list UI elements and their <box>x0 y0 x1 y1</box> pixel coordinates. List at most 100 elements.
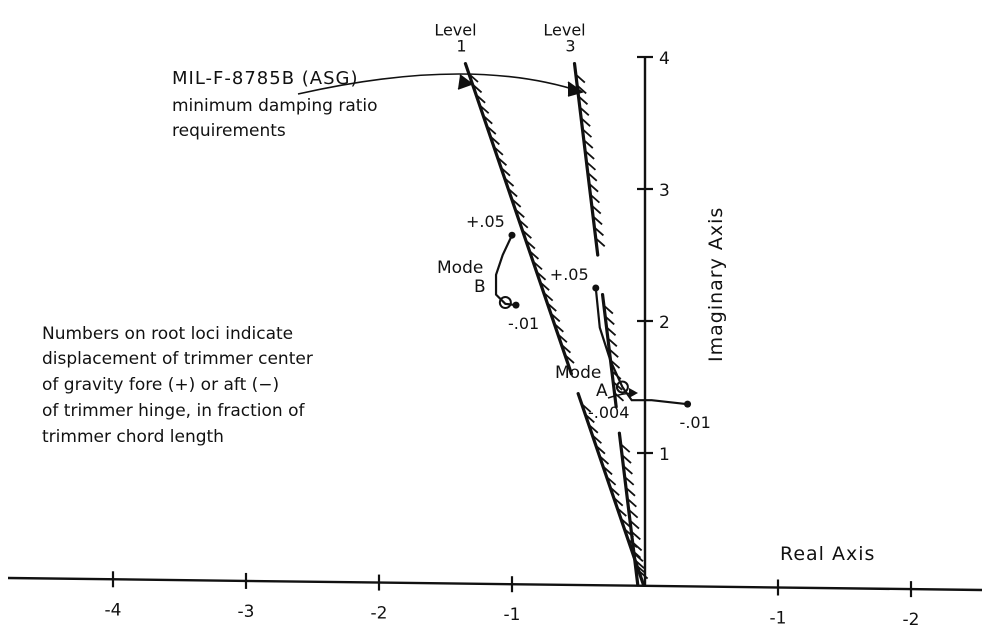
boundary-2-segment-0 <box>572 61 600 257</box>
locus-1-end-point <box>512 301 520 309</box>
boundary-hatch <box>606 476 617 486</box>
boundary-hatch <box>500 167 511 177</box>
locus-2-start-label: +.05 <box>550 265 589 284</box>
boundary-hatch <box>620 517 631 528</box>
boundary-hatch <box>603 304 614 315</box>
boundary-hatch <box>593 226 604 237</box>
locus-2-start-point <box>592 284 600 292</box>
locus-1-end-label: -.01 <box>508 314 539 333</box>
requirement-arrowhead-left <box>457 74 474 90</box>
boundary-hatch <box>564 354 575 364</box>
locus-2-end-label: -.01 <box>680 413 711 432</box>
boundary-hatch <box>579 106 590 116</box>
boundary-hatch <box>503 177 515 187</box>
boundary-hatch <box>630 530 641 541</box>
annotation-line-4: of trimmer hinge, in fraction of <box>42 401 305 421</box>
requirement-label-line-1: MIL-F-8785B (ASG) <box>172 68 359 89</box>
boundary-hatch <box>507 187 518 198</box>
boundary-hatch <box>560 343 572 354</box>
mode-b-label-line-2: B <box>474 277 486 297</box>
boundary-hatch <box>595 237 606 247</box>
boundary-hatch <box>514 208 525 219</box>
boundary-hatch <box>581 128 593 138</box>
imaginary-axis-label: Imaginary Axis <box>705 207 727 362</box>
locus-1-start-point <box>508 231 516 239</box>
boundary-hatch <box>602 465 613 476</box>
boundary-2-segment-1 <box>600 293 618 409</box>
boundary-hatch <box>550 312 561 323</box>
boundary-hatch <box>468 73 479 83</box>
requirement-arrowhead-right <box>567 81 584 97</box>
imaginary-axis-ticks: 1 2 3 4 <box>637 49 670 465</box>
boundary-hatch <box>624 476 635 486</box>
requirement-leader-arc <box>297 73 583 95</box>
boundary-hatch <box>587 172 598 182</box>
imag-tick-label-0: 1 <box>659 445 670 465</box>
boundary-hatch <box>605 326 617 337</box>
boundary-1-segment-0 <box>463 61 573 376</box>
boundary-hatch <box>595 444 606 455</box>
mode-a-label-line-2: A <box>596 381 608 401</box>
real-axis-line <box>7 576 983 592</box>
boundary-hatch <box>634 563 645 573</box>
boundary-hatch <box>539 281 550 291</box>
requirement-label: MIL-F-8785B (ASG) minimum damping ratio … <box>172 68 584 141</box>
boundary-hatch <box>479 104 490 114</box>
boundary-hatch <box>592 215 603 226</box>
boundary-hatch <box>633 552 644 562</box>
boundary-hatch <box>486 125 497 135</box>
boundary-hatch <box>628 508 639 519</box>
boundary-label-2-line-2: 3 <box>565 37 575 56</box>
boundary-hatch <box>622 465 633 475</box>
boundary-hatch <box>591 204 602 215</box>
boundary-hatch <box>609 486 620 496</box>
boundary-hatch <box>493 146 504 156</box>
mode-a-mid-label: -.004 <box>588 403 629 422</box>
boundary-hatch <box>518 219 529 229</box>
imag-tick-label-2: 3 <box>659 181 670 201</box>
boundary-2-segment-2 <box>617 431 640 587</box>
boundary-hatch <box>511 198 522 208</box>
boundary-hatch <box>598 455 610 465</box>
boundary-hatch <box>482 114 493 125</box>
real-tick-label-1: -3 <box>238 602 255 622</box>
mode-b-label-line-1: Mode <box>437 258 483 278</box>
boundary-hatch <box>475 94 486 104</box>
boundary-hatch <box>584 413 595 424</box>
imag-tick-label-3: 4 <box>659 49 670 69</box>
boundary-hatch <box>608 348 619 358</box>
boundary-hatch <box>588 424 599 434</box>
boundary-label-1-line-2: 1 <box>456 37 466 56</box>
boundary-hatch <box>632 541 643 552</box>
boundary-hatch <box>589 193 601 204</box>
boundary-hatch <box>585 161 597 171</box>
boundary-hatch <box>528 250 540 260</box>
requirement-label-line-2: minimum damping ratio <box>172 96 378 116</box>
boundary-hatch <box>535 271 547 281</box>
boundary-hatch <box>591 434 602 444</box>
boundary-hatch <box>543 291 554 302</box>
real-tick-label-0: -4 <box>105 600 122 620</box>
boundary-label-2-line-1: Level <box>543 21 585 40</box>
annotation-line-2: displacement of trimmer center <box>42 349 313 369</box>
locus-1-open-point <box>498 296 512 310</box>
locus-2-end-point <box>684 400 692 408</box>
boundary-hatch <box>496 156 508 166</box>
real-tick-label-4: -1 <box>770 608 787 628</box>
boundary-hatch <box>620 443 631 453</box>
boundary-hatch <box>616 507 627 517</box>
annotation-text: Numbers on root loci indicate displaceme… <box>42 324 313 447</box>
locus-2-path <box>594 287 688 406</box>
real-tick-label-2: -2 <box>371 604 388 624</box>
boundary-hatch <box>583 139 594 149</box>
boundary-hatch <box>604 315 615 326</box>
boundary-hatch <box>613 392 625 402</box>
boundary-hatch <box>471 83 483 94</box>
boundary-hatch <box>638 569 649 580</box>
mode-a-leader-arrowhead <box>629 388 638 398</box>
locus-2-open-point <box>615 380 629 394</box>
real-axis-ticks: -4 -3 -2 -1 -1 -2 <box>105 571 919 630</box>
boundary-hatch <box>584 150 595 160</box>
real-tick-label-3: -1 <box>504 605 521 625</box>
